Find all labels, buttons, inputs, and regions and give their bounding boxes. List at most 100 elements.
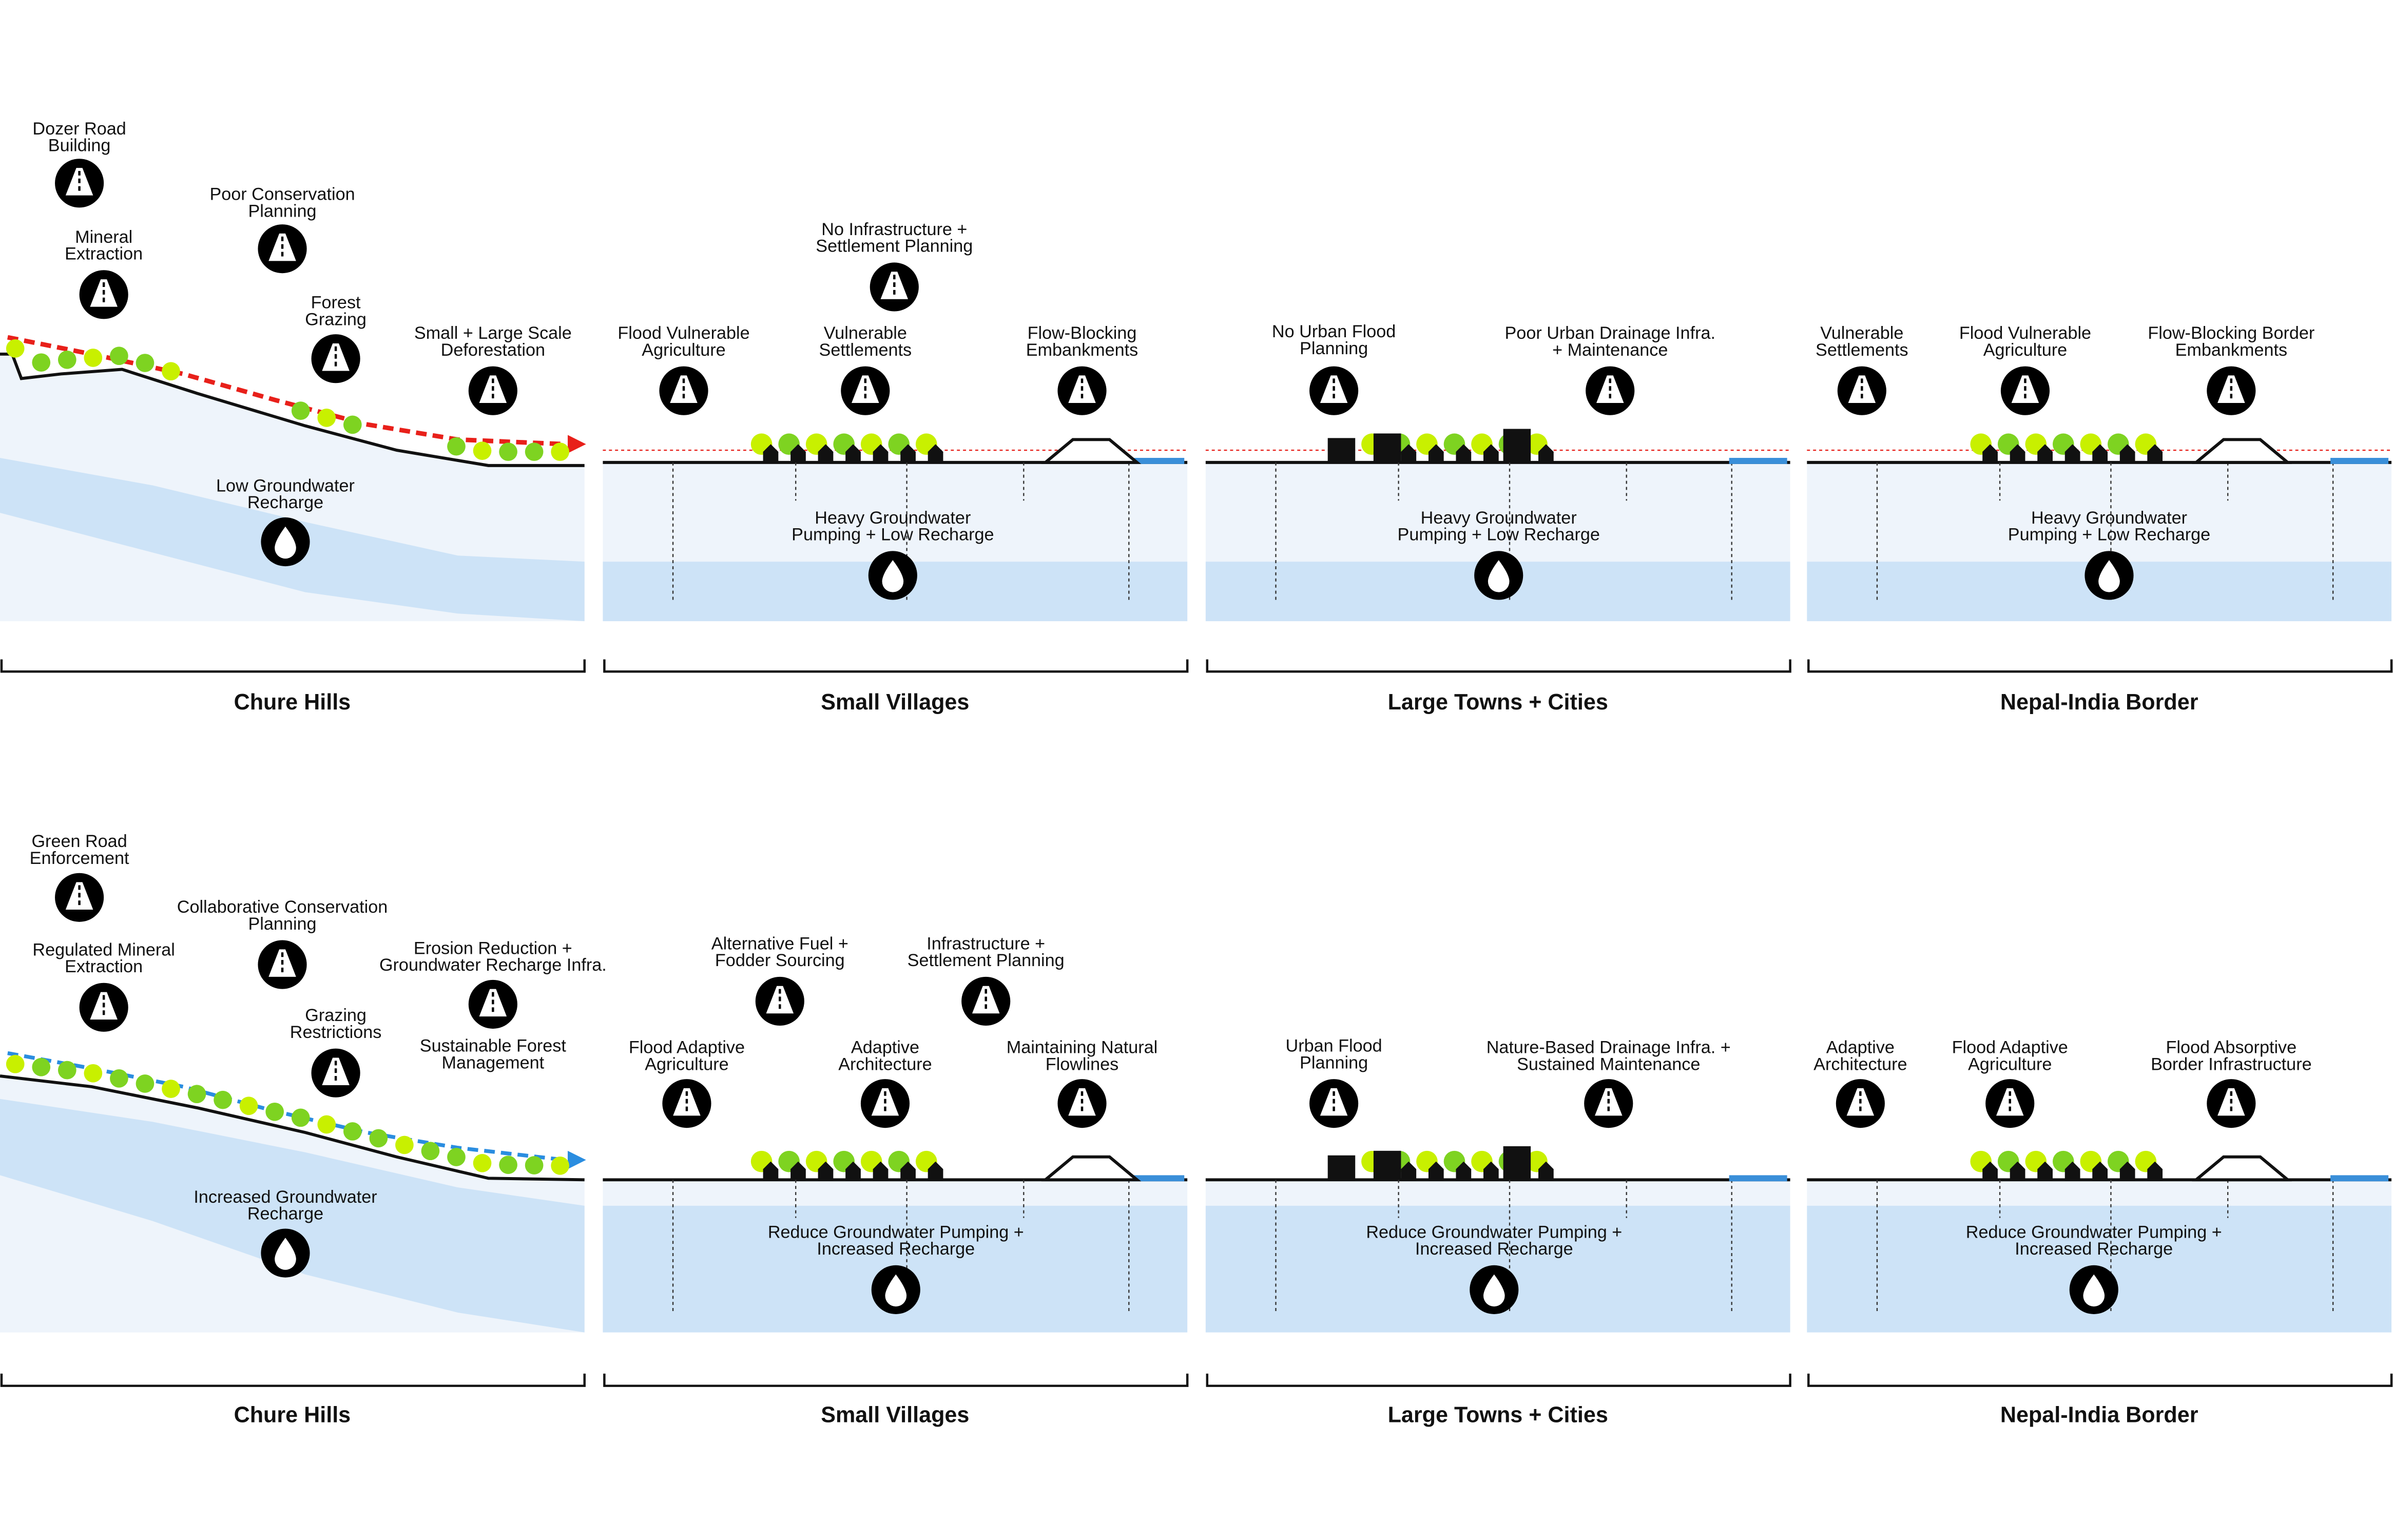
tree (473, 1153, 492, 1172)
house (2037, 1161, 2053, 1180)
annotation-label: Planning (248, 914, 317, 934)
house (928, 444, 943, 463)
annotation-label: Settlements (1816, 340, 1908, 360)
tree (214, 1090, 232, 1109)
annotation-label: Agriculture (1968, 1054, 2052, 1074)
annotation-label: Vulnerable (824, 323, 907, 343)
house (873, 1161, 889, 1180)
annotation-label: Flood Adaptive (629, 1038, 745, 1057)
annotation-label: Planning (1300, 1053, 1368, 1072)
house (900, 1161, 916, 1180)
tree (57, 1061, 76, 1080)
tree (499, 442, 517, 461)
water-channel (1729, 1175, 1787, 1182)
tree (317, 409, 336, 427)
house (845, 1161, 861, 1180)
tree (447, 1148, 466, 1166)
annotation-label: Flowlines (1046, 1054, 1118, 1074)
water-drop-icon (1488, 560, 1510, 592)
house (928, 1161, 943, 1180)
embankment (2192, 438, 2292, 464)
annotation-label: No Infrastructure + (821, 220, 967, 239)
annotation-label: Flood Vulnerable (1959, 323, 2091, 343)
soil-layer (1807, 462, 2392, 562)
groundwater-label: Pumping + Low Recharge (2008, 525, 2210, 545)
tree (499, 1156, 517, 1175)
annotation-label: Border Infrastructure (2151, 1054, 2312, 1074)
tree (57, 350, 76, 369)
section-bracket (1206, 659, 1791, 673)
tree (369, 1129, 388, 1148)
section-title: Small Villages (821, 690, 969, 715)
annotation-label: Erosion Reduction + (414, 938, 572, 958)
annotation-label: Flood Vulnerable (617, 323, 749, 343)
embankment (1041, 438, 1142, 464)
annotation-label: Agriculture (642, 340, 725, 360)
tree (265, 1102, 284, 1121)
building (1327, 438, 1356, 463)
tree (136, 1074, 155, 1093)
annotation-label: Deforestation (441, 340, 545, 360)
water-channel (2330, 457, 2389, 464)
house (1483, 1161, 1499, 1180)
tree (525, 442, 544, 461)
groundwater-label: Increased Recharge (2015, 1239, 2173, 1259)
house (2119, 444, 2135, 463)
tree (447, 437, 466, 456)
annotation-label: Maintaining Natural (1007, 1038, 1158, 1057)
house (1456, 1161, 1472, 1180)
annotation-label: Agriculture (645, 1054, 728, 1074)
house (2064, 1161, 2080, 1180)
water-channel (1126, 457, 1185, 464)
section-title: Nepal-India Border (2000, 690, 2198, 715)
annotation-label: Poor Urban Drainage Infra. (1505, 323, 1715, 343)
annotation-label: Extraction (65, 244, 143, 264)
tree (6, 339, 25, 358)
annotation-label: Enforcement (30, 849, 129, 868)
soil-layer (603, 1180, 1188, 1206)
tree (162, 1080, 180, 1098)
annotation-label: No Urban Flood (1272, 322, 1396, 341)
house (2092, 444, 2108, 463)
soil-layer (1205, 1180, 1790, 1206)
house (1428, 1161, 1444, 1180)
annotation-label: Mineral (75, 227, 132, 247)
house (1483, 444, 1499, 463)
house (1428, 444, 1444, 463)
annotation-label: Settlement Planning (816, 237, 973, 256)
groundwater-label: Low Groundwater (216, 476, 355, 496)
house (2064, 444, 2080, 463)
annotation-label: Regulated Mineral (32, 940, 175, 959)
annotation-label: Flood Absorptive (2166, 1038, 2297, 1057)
annotation-label: Nature-Based Drainage Infra. + (1487, 1038, 1731, 1057)
water-drop-icon (885, 1274, 907, 1307)
building (1373, 433, 1401, 463)
tree (343, 1122, 362, 1141)
annotation-label: Flood Adaptive (1952, 1038, 2068, 1057)
water-drop-icon (882, 560, 904, 592)
house (845, 444, 861, 463)
annotation-label: Architecture (838, 1054, 932, 1074)
annotation-label: Groundwater Recharge Infra. (379, 955, 607, 975)
house (790, 1161, 806, 1180)
house (763, 1161, 779, 1180)
tree (6, 1055, 25, 1073)
tree (136, 354, 155, 372)
house (900, 444, 916, 463)
groundwater-label: Increased Recharge (1415, 1239, 1573, 1259)
annotation-label: Flow-Blocking (1028, 323, 1137, 343)
annotation-label: Adaptive (851, 1038, 919, 1057)
groundwater-label: Reduce Groundwater Pumping + (1366, 1222, 1622, 1242)
tree (110, 1069, 128, 1088)
building (1373, 1150, 1401, 1180)
building (1327, 1155, 1356, 1180)
annotation-label: Vulnerable (1820, 323, 1903, 343)
house (1401, 1161, 1417, 1180)
tree (162, 362, 180, 381)
tree (317, 1115, 336, 1134)
soil-layer (1205, 462, 1790, 562)
annotation-label: Planning (1300, 339, 1368, 358)
section-bracket (1807, 1373, 2393, 1387)
annotation-label: Settlement Planning (908, 951, 1065, 970)
